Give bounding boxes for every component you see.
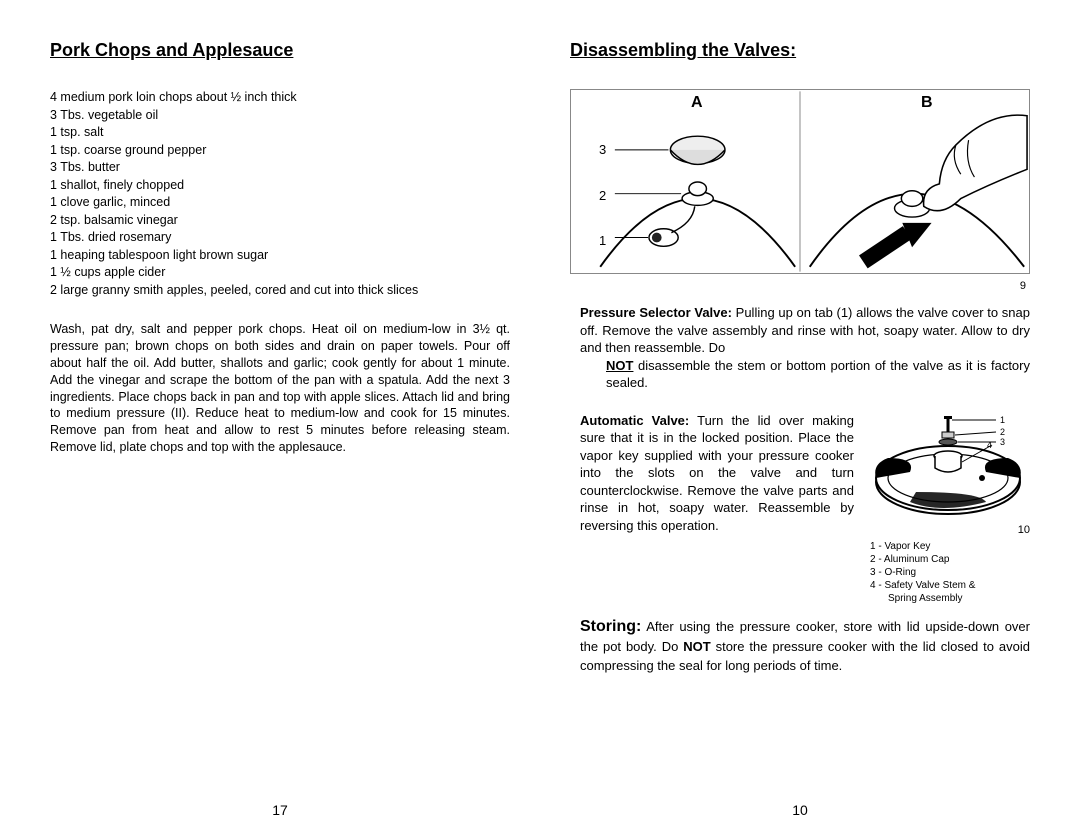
figure-callout-3: 3 <box>599 142 606 157</box>
figure-legend: 1 - Vapor Key 2 - Aluminum Cap 3 - O-Rin… <box>870 540 1030 605</box>
legend-item: 3 - O-Ring <box>870 566 1030 579</box>
svg-text:4: 4 <box>987 440 992 450</box>
ingredient: 1 tsp. salt <box>50 124 510 142</box>
ingredient: 1 ½ cups apple cider <box>50 264 510 282</box>
lid-underside-icon: 1 2 3 4 <box>870 412 1030 522</box>
figure-callout-1: 1 <box>599 233 606 248</box>
storing-paragraph: Storing: After using the pressure cooker… <box>570 615 1030 676</box>
pressure-not-word: NOT <box>606 358 633 373</box>
pressure-text-2: disassemble the stem or bottom portion o… <box>606 358 1030 391</box>
valve-diagram-icon <box>571 90 1029 273</box>
automatic-valve-section: Automatic Valve: Turn the lid over makin… <box>570 412 1030 605</box>
left-page: Pork Chops and Applesauce 4 medium pork … <box>50 40 510 814</box>
legend-item: 2 - Aluminum Cap <box>870 553 1030 566</box>
svg-text:3: 3 <box>1000 437 1005 447</box>
legend-item: Spring Assembly <box>870 592 1030 605</box>
figure-number-10: 10 <box>870 524 1030 536</box>
ingredient: 2 large granny smith apples, peeled, cor… <box>50 282 510 300</box>
automatic-heading: Automatic Valve: <box>580 413 689 428</box>
ingredient: 3 Tbs. vegetable oil <box>50 107 510 125</box>
ingredients-list: 4 medium pork loin chops about ½ inch th… <box>50 89 510 299</box>
pressure-valve-paragraph: Pressure Selector Valve: Pulling up on t… <box>570 304 1030 392</box>
figure-label-b: B <box>921 94 933 112</box>
legend-item: 1 - Vapor Key <box>870 540 1030 553</box>
storing-heading: Storing: <box>580 618 641 635</box>
pressure-heading: Pressure Selector Valve: <box>580 305 732 320</box>
svg-text:1: 1 <box>1000 415 1005 425</box>
recipe-title: Pork Chops and Applesauce <box>50 40 510 61</box>
figure-valves-top: A B 3 2 1 <box>570 89 1030 274</box>
automatic-valve-text: Automatic Valve: Turn the lid over makin… <box>580 412 854 605</box>
page-number-left: 17 <box>50 802 510 818</box>
recipe-instructions: Wash, pat dry, salt and pepper pork chop… <box>50 321 510 456</box>
figure-number-9: 9 <box>570 280 1030 292</box>
right-page: Disassembling the Valves: <box>570 40 1030 814</box>
ingredient: 3 Tbs. butter <box>50 159 510 177</box>
storing-not-word: NOT <box>683 639 710 654</box>
automatic-body: Turn the lid over making sure that it is… <box>580 413 854 533</box>
figure-label-a: A <box>691 94 703 112</box>
figure-callout-2: 2 <box>599 188 606 203</box>
ingredient: 1 Tbs. dried rosemary <box>50 229 510 247</box>
automatic-valve-figure: 1 2 3 4 10 1 - Vapor Key 2 - Aluminum Ca… <box>870 412 1030 605</box>
ingredient: 1 clove garlic, minced <box>50 194 510 212</box>
legend-item: 4 - Safety Valve Stem & <box>870 579 1030 592</box>
valves-title: Disassembling the Valves: <box>570 40 1030 61</box>
ingredient: 4 medium pork loin chops about ½ inch th… <box>50 89 510 107</box>
ingredient: 2 tsp. balsamic vinegar <box>50 212 510 230</box>
ingredient: 1 tsp. coarse ground pepper <box>50 142 510 160</box>
page-number-right: 10 <box>570 802 1030 818</box>
ingredient: 1 shallot, finely chopped <box>50 177 510 195</box>
ingredient: 1 heaping tablespoon light brown sugar <box>50 247 510 265</box>
svg-text:2: 2 <box>1000 427 1005 437</box>
